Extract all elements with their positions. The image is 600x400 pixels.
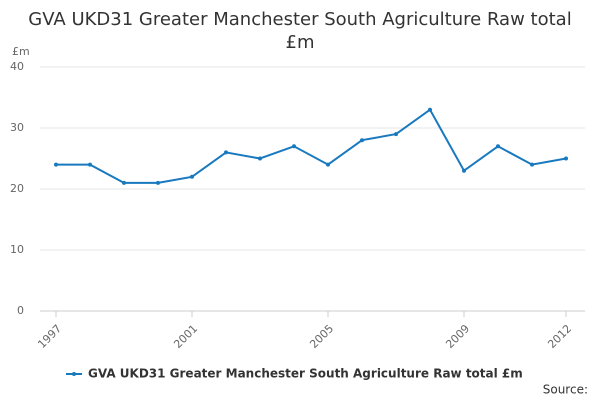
point: [190, 174, 194, 179]
point: [224, 150, 228, 155]
point: [88, 162, 92, 167]
x-tick-label: 2012: [545, 322, 574, 351]
point: [54, 162, 58, 167]
source: Source:: [543, 383, 588, 397]
point: [428, 107, 432, 112]
chart-title: GVA UKD31 Greater Manchester South Agric…: [28, 9, 572, 53]
point: [394, 132, 398, 137]
y-tick-label: 20: [10, 182, 24, 195]
point: [530, 162, 534, 167]
legend-label: GVA UKD31 Greater Manchester South Agric…: [88, 367, 523, 381]
x-tick-label: 2005: [307, 322, 336, 351]
y-tick-label: 30: [10, 121, 24, 134]
point: [564, 156, 568, 161]
y-tick-label: 40: [10, 60, 24, 73]
point: [292, 144, 296, 149]
series-line: [56, 108, 567, 184]
y-axis-label: £m: [12, 45, 30, 58]
point: [122, 180, 126, 185]
x-tick-label: 2009: [443, 322, 472, 351]
y-tick-label: 0: [17, 304, 24, 317]
point: [496, 144, 500, 149]
point: [326, 162, 330, 167]
y-tick-label: 10: [10, 243, 24, 256]
x-tick-label: 1997: [35, 322, 64, 351]
legend-marker: [72, 372, 76, 376]
x-tick-label: 2001: [171, 322, 200, 351]
point: [258, 156, 262, 161]
point: [156, 180, 160, 185]
point: [462, 168, 466, 173]
point: [360, 138, 364, 143]
